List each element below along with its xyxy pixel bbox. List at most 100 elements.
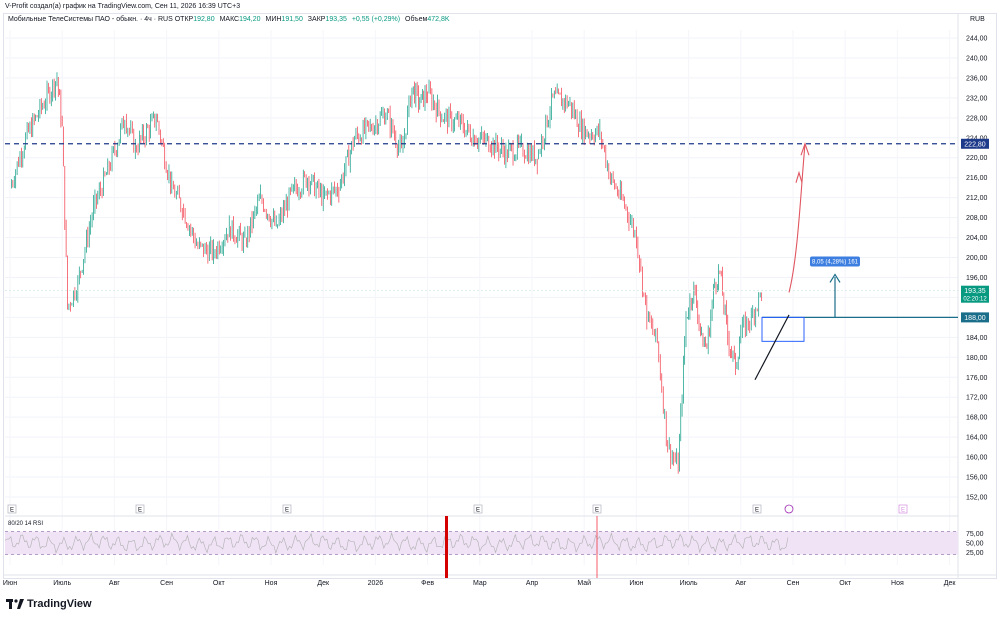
symbol-legend: Мобильные ТелеСистемы ПАО - обыкн. · 4ч …	[8, 16, 453, 23]
change-value: +0,55 (+0,29%)	[351, 16, 401, 23]
level-tag-bg	[961, 312, 989, 323]
x-tick-label: Апр	[526, 580, 538, 587]
x-tick-label: Ноя	[265, 580, 278, 587]
volume-value: 472,8K	[427, 16, 450, 23]
y-tick-label: 244,00	[966, 36, 988, 43]
price-axis: 244,00240,00236,00232,00228,00224,00220,…	[961, 36, 989, 502]
x-tick-label: Июль	[680, 580, 698, 587]
dividend-icon	[784, 504, 794, 514]
tradingview-logo-icon	[6, 598, 24, 610]
y-tick-label: 196,00	[966, 275, 988, 282]
chart-caption: V-Profit создал(а) график на TradingView…	[5, 3, 241, 10]
measure-label-box	[810, 256, 860, 267]
level-tag: 188,00	[964, 315, 986, 322]
last-price-tag: 193,35	[964, 288, 986, 295]
x-tick-label: Ноя	[891, 580, 904, 587]
y-tick-label: 204,00	[966, 235, 988, 242]
chart-drawings: 8,05 (4,28%) 161	[5, 142, 958, 381]
measure-label: 8,05 (4,28%) 161	[812, 260, 859, 266]
x-tick-label: Авг	[109, 580, 120, 587]
y-tick-label: 160,00	[966, 455, 988, 462]
rsi-line	[4, 532, 789, 554]
x-tick-label: 2026	[368, 580, 384, 587]
x-tick-label: Июн	[3, 580, 17, 587]
low-label: МИН	[265, 16, 282, 23]
volume-label: Объем	[405, 16, 428, 23]
y-tick-label: 212,00	[966, 195, 988, 202]
y-tick-label: 236,00	[966, 75, 988, 82]
y-tick-label: 240,00	[966, 55, 988, 62]
x-tick-label: Май	[577, 579, 591, 587]
y-tick-label: 232,00	[966, 95, 988, 102]
rsi-tick-label: 75,00	[966, 531, 984, 538]
x-tick-label: Сен	[787, 580, 800, 587]
trend-line	[754, 314, 790, 381]
x-tick-label: Мар	[473, 580, 487, 587]
arrow-head	[800, 142, 810, 156]
x-tick-label: Сен	[160, 580, 173, 587]
event-e-label: E	[476, 508, 480, 514]
rsi-tick-label: 25,00	[966, 550, 984, 557]
x-tick-label: Дек	[944, 580, 957, 587]
symbol-title[interactable]: Мобильные ТелеСистемы ПАО - обыкн. · 4ч …	[8, 16, 173, 23]
chart-frame	[3, 13, 997, 579]
open-label: ОТКР	[174, 16, 194, 23]
event-e-icon	[7, 504, 17, 514]
event-e-label: E	[10, 508, 14, 514]
rsi-label: 80/20 14 RSI	[8, 521, 43, 527]
brand-name: TradingView	[27, 598, 92, 610]
rsi-highlight-bar	[445, 516, 448, 578]
event-e-icon	[752, 504, 762, 514]
y-tick-label: 168,00	[966, 415, 988, 422]
y-tick-label: 216,00	[966, 175, 988, 182]
measure-arrow	[829, 273, 841, 283]
y-tick-label: 172,00	[966, 395, 988, 402]
x-tick-label: Дек	[317, 580, 330, 587]
rsi-band	[5, 531, 958, 555]
countdown-tag: 02:20:12	[963, 297, 987, 303]
grid-lines	[3, 14, 997, 578]
x-tick-label: Июль	[53, 580, 71, 587]
price-series	[11, 72, 763, 474]
y-tick-label: 164,00	[966, 435, 988, 442]
event-e-label: E	[595, 508, 599, 514]
event-e-label: E	[138, 508, 142, 514]
projection-arrow	[788, 143, 806, 293]
x-tick-label: Июн	[629, 580, 643, 587]
event-e-label: E	[901, 508, 905, 514]
rsi-pane: 80/20 14 RSI 75,00 50,00 25,00	[4, 516, 984, 578]
open-value: 192,80	[193, 16, 215, 23]
arrow-head	[795, 170, 803, 183]
event-e-label: E	[755, 508, 759, 514]
event-e-icon	[282, 504, 292, 514]
time-axis: Июн Июль Авг Сен Окт Ноя Дек 2026 Фев Мар Апр Май Ию…	[3, 579, 956, 587]
y-tick-label: 180,00	[966, 355, 988, 362]
high-label: МАКС	[219, 16, 240, 23]
x-tick-label: Окт	[213, 580, 226, 587]
tradingview-logo[interactable]: TradingView	[6, 598, 92, 610]
last-price-tag-bg	[961, 285, 989, 303]
y-tick-label: 220,00	[966, 155, 988, 162]
y-tick-label: 228,00	[966, 115, 988, 122]
close-value: 193,35	[325, 16, 347, 23]
range-box	[761, 316, 805, 342]
y-tick-label: 152,00	[966, 495, 988, 502]
event-e-icon	[473, 504, 483, 514]
x-tick-label: Авг	[735, 580, 746, 587]
high-value: 194,20	[239, 16, 261, 23]
event-e-icon	[592, 504, 602, 514]
x-tick-label: Окт	[839, 580, 852, 587]
rsi-tick-label: 50,00	[966, 541, 984, 548]
y-tick-label: 200,00	[966, 255, 988, 262]
close-label: ЗАКР	[307, 16, 326, 23]
currency-label[interactable]: RUB	[970, 16, 985, 23]
level-tag-bg	[961, 138, 989, 149]
x-tick-label: Фев	[421, 580, 434, 587]
y-tick-label: 184,00	[966, 335, 988, 342]
event-e-icon	[898, 504, 908, 514]
y-tick-label: 208,00	[966, 215, 988, 222]
y-tick-label: 156,00	[966, 475, 988, 482]
event-e-icon	[135, 504, 145, 514]
